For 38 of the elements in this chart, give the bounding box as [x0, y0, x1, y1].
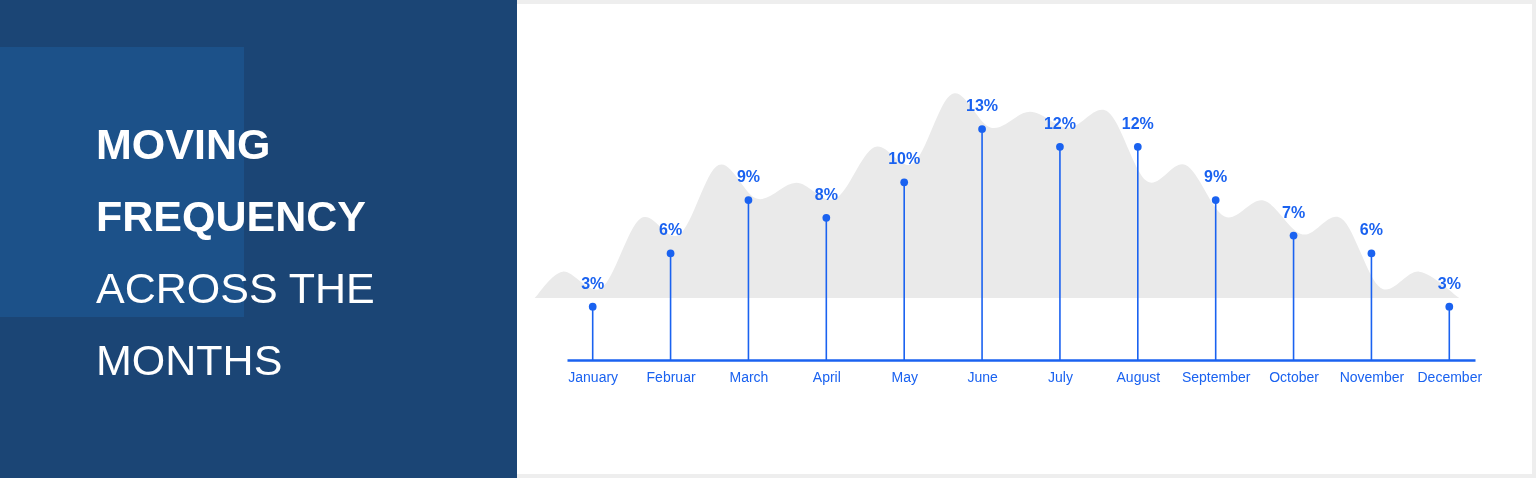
- x-tick-label: July: [1047, 368, 1073, 385]
- x-tick-label: April: [812, 368, 841, 385]
- x-tick-label: September: [1181, 368, 1251, 385]
- x-tick-label: March: [729, 368, 769, 385]
- data-label: 9%: [736, 168, 761, 186]
- point: [666, 249, 675, 258]
- data-label: 3%: [1437, 274, 1461, 292]
- data-label: 9%: [1204, 168, 1228, 186]
- x-tick-label: January: [568, 368, 619, 385]
- data-label: 8%: [814, 185, 838, 203]
- x-tick-label: May: [891, 368, 918, 385]
- point: [1211, 196, 1220, 204]
- data-label: 6%: [1359, 221, 1383, 239]
- x-tick-label: August: [1116, 368, 1161, 385]
- data-label: 10%: [888, 150, 921, 168]
- x-tick-label: December: [1417, 368, 1483, 385]
- data-label: 13%: [966, 97, 999, 114]
- data-label: 3%: [581, 274, 605, 292]
- data-label: 12%: [1121, 114, 1154, 132]
- point: [1289, 231, 1298, 240]
- point: [1367, 249, 1376, 258]
- x-tick-label: October: [1269, 368, 1320, 385]
- point: [900, 178, 909, 187]
- data-label: 7%: [1281, 203, 1306, 221]
- point: [822, 213, 831, 222]
- x-tick-label: November: [1339, 368, 1405, 385]
- point: [1445, 302, 1454, 311]
- x-tick-label: Februar: [646, 368, 696, 385]
- point: [978, 125, 986, 133]
- x-tick-label: June: [967, 368, 998, 385]
- point: [1133, 142, 1142, 151]
- point: [744, 196, 753, 204]
- text: MOVING FREQUENCY: [96, 119, 367, 242]
- data-label: 12%: [1043, 114, 1076, 132]
- data-label: 6%: [659, 221, 683, 239]
- point: [1056, 142, 1064, 151]
- point: [588, 302, 597, 311]
- text: ACROSS THE MONTHS: [96, 263, 376, 386]
